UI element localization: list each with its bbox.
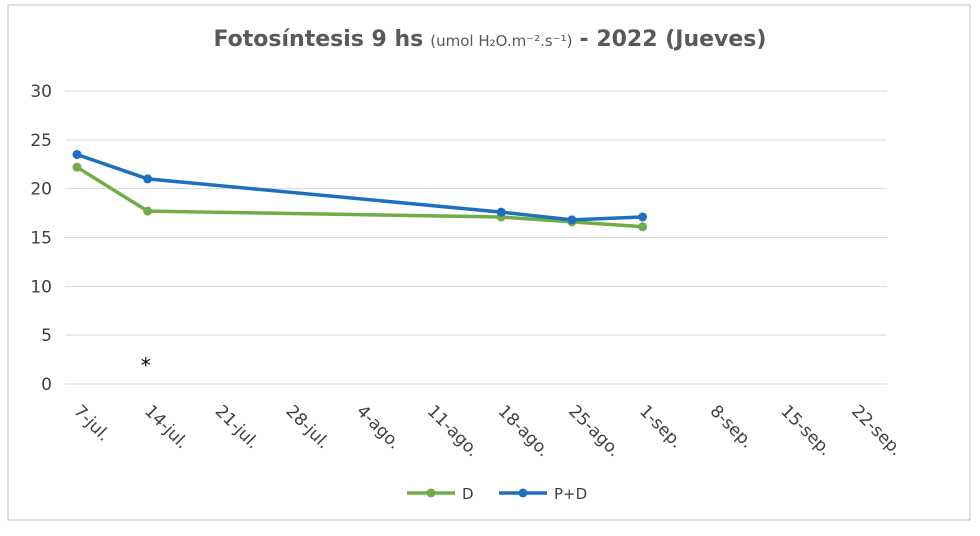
marker — [143, 174, 153, 184]
y-tick-label: 30 — [30, 82, 52, 102]
legend-marker — [518, 488, 528, 498]
marker — [143, 206, 153, 216]
marker — [638, 212, 648, 222]
y-tick-label: 15 — [30, 229, 52, 249]
legend-marker — [426, 488, 436, 498]
chart-title: Fotosíntesis 9 hs (umol H₂O.m⁻².s⁻¹) - 2… — [214, 27, 767, 52]
marker — [72, 162, 82, 172]
marker — [567, 215, 577, 225]
legend-label: D — [462, 485, 474, 503]
title-suffix: - 2022 (Jueves) — [580, 27, 767, 52]
y-tick-label: 10 — [30, 277, 52, 297]
marker — [638, 222, 648, 232]
y-tick-label: 5 — [41, 326, 52, 346]
marker — [72, 149, 82, 159]
y-tick-label: 0 — [41, 375, 52, 395]
marker — [496, 207, 506, 217]
title-main: Fotosíntesis 9 hs — [214, 27, 424, 52]
title-units: (umol H₂O.m⁻².s⁻¹) — [430, 32, 572, 50]
y-tick-label: 25 — [30, 131, 52, 151]
y-tick-label: 20 — [30, 180, 52, 200]
annotation: * — [141, 353, 151, 377]
legend-label: P+D — [554, 485, 587, 503]
